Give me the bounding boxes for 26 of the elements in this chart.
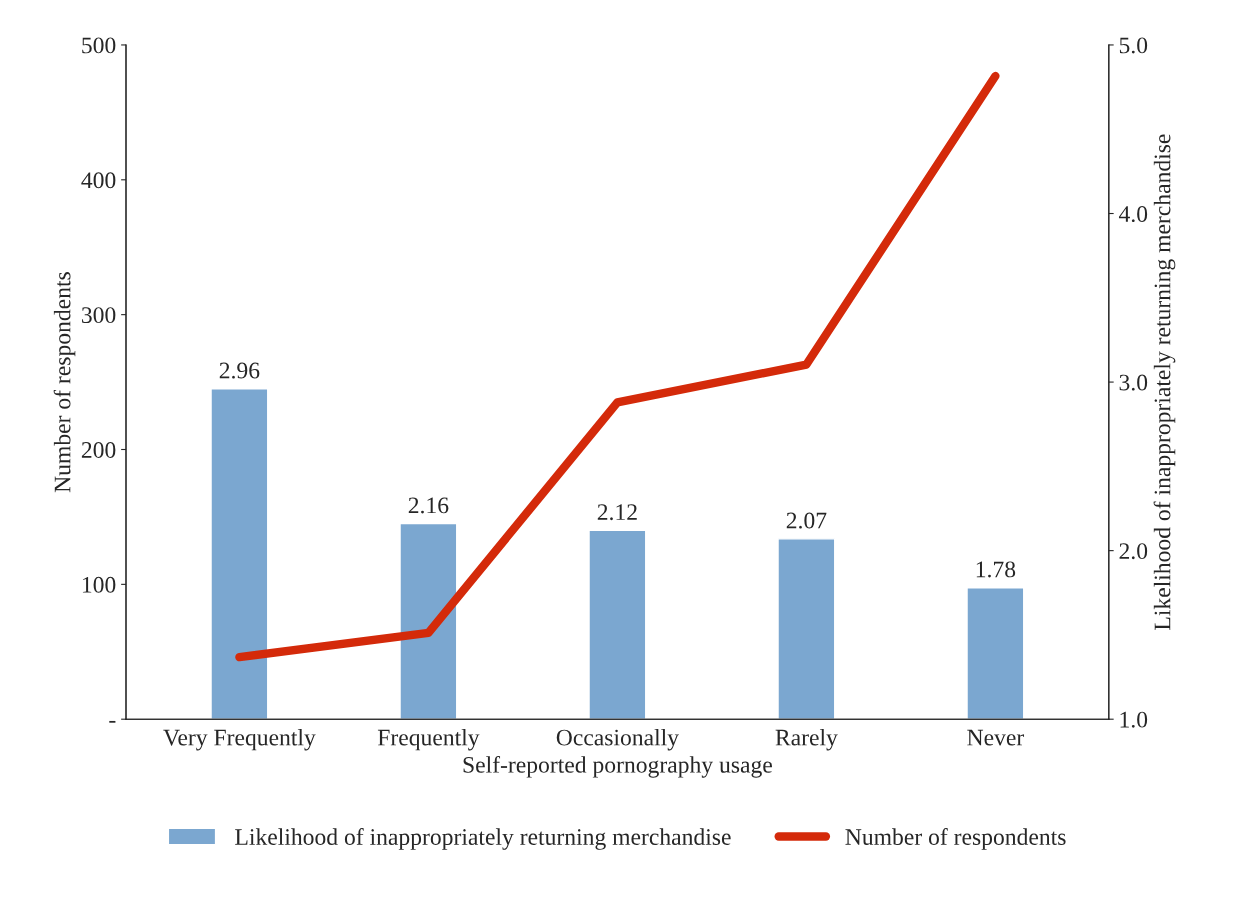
y2-tick-label: 1.0 xyxy=(1120,711,1148,728)
y-tick-label: - xyxy=(109,720,116,723)
y2-tick-label: 5.0 xyxy=(1119,37,1148,54)
y-tick-label: 500 xyxy=(82,37,116,54)
legend-label: Number of respondents xyxy=(845,828,1066,850)
x-tick-label: Frequently xyxy=(377,728,480,751)
data-label: 2.16 xyxy=(408,497,449,514)
x-tick-label: Never xyxy=(967,729,1025,746)
x-tick-label: Rarely xyxy=(775,728,838,751)
y2-tick-label: 3.0 xyxy=(1119,374,1148,391)
data-label: 2.07 xyxy=(786,512,827,529)
y2-tick-label: 2.0 xyxy=(1119,543,1148,560)
y-axis-title: Number of respondents xyxy=(53,272,76,493)
x-tick-label: Occasionally xyxy=(556,728,679,751)
y-tick-label: 100 xyxy=(82,576,116,593)
y-tick-label: 200 xyxy=(81,441,116,458)
data-label: 2.12 xyxy=(597,504,637,521)
data-label: 2.96 xyxy=(219,362,260,379)
y2-axis-title: Likelihood of inappropriately returning merchandise xyxy=(1153,134,1176,630)
y-tick-label: 400 xyxy=(81,172,116,189)
x-axis-title: Self-reported pornography usage xyxy=(463,755,772,778)
legend-label: Likelihood of inappropriately returning merchandise xyxy=(235,828,731,850)
y2-tick-label: 4.0 xyxy=(1118,206,1148,223)
x-tick-label: Very Frequently xyxy=(163,728,316,751)
data-label: 1.78 xyxy=(976,561,1016,578)
y-tick-label: 300 xyxy=(81,307,116,324)
